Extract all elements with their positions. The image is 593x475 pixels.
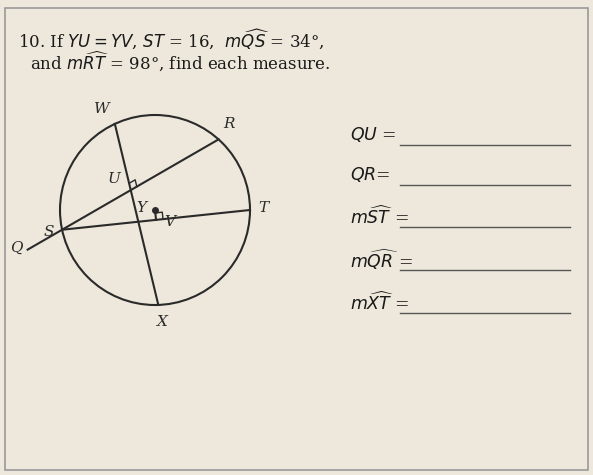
- Text: W: W: [94, 102, 110, 116]
- Text: $QU$ =: $QU$ =: [350, 125, 397, 144]
- Text: 10. If $YU = YV$, $ST$ = 16,  $m\widehat{QS}$ = 34°,: 10. If $YU = YV$, $ST$ = 16, $m\widehat{…: [18, 27, 324, 51]
- Text: Q: Q: [10, 241, 23, 255]
- Text: $QR$=: $QR$=: [350, 165, 390, 184]
- Text: $m\widehat{XT}$ =: $m\widehat{XT}$ =: [350, 292, 410, 314]
- Text: $m\widehat{ST}$ =: $m\widehat{ST}$ =: [350, 206, 409, 228]
- FancyBboxPatch shape: [5, 8, 588, 470]
- Text: Y: Y: [136, 201, 146, 215]
- Text: U: U: [108, 172, 121, 186]
- Text: S: S: [43, 225, 54, 239]
- Text: X: X: [157, 315, 168, 329]
- Text: and $m\widehat{RT}$ = 98°, find each measure.: and $m\widehat{RT}$ = 98°, find each mea…: [30, 50, 330, 74]
- Text: R: R: [224, 117, 235, 132]
- Text: V: V: [164, 215, 175, 229]
- Text: $m\widehat{QR}$ =: $m\widehat{QR}$ =: [350, 248, 413, 272]
- Text: T: T: [258, 201, 268, 215]
